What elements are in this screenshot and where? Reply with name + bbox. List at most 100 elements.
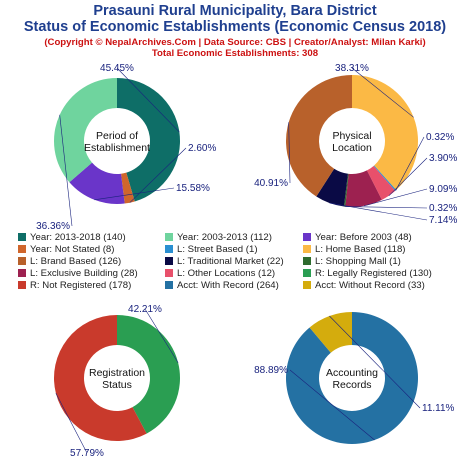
legend-item: L: Traditional Market (22) [165,256,284,268]
label-leader-line [144,308,179,363]
label-leader-line [329,315,421,409]
slice-percent-label: 15.58% [176,183,210,194]
legend-label: L: Shopping Mall (1) [315,256,401,267]
pie-slice [343,173,349,207]
pie-slice [54,78,117,183]
donut-center-label: Registration [89,367,145,379]
legend-item: R: Legally Registered (130) [303,268,432,280]
legend-swatch [165,269,173,277]
label-leader-line [289,369,375,441]
donut-center-label: Status [102,379,132,391]
legend-swatch [18,269,26,277]
legend-item: Acct: With Record (264) [165,280,279,292]
label-leader-line [288,122,291,184]
legend-swatch [18,257,26,265]
legend-label: Year: Before 2003 (48) [315,232,412,243]
label-leader-line [59,114,73,227]
pie-slice [316,168,348,207]
legend-label: L: Exclusive Building (28) [30,268,138,279]
legend-label: L: Home Based (118) [315,244,406,255]
legend-swatch [18,281,26,289]
legend-label: L: Other Locations (12) [177,268,276,279]
legend-item: L: Home Based (118) [303,244,405,256]
pie-slice [286,312,418,445]
label-leader-line [55,393,88,454]
chart-subtitle: Status of Economic Establishments (Econo… [23,19,447,35]
slice-percent-label: 42.21% [128,304,162,315]
slice-percent-label: 40.91% [254,178,288,189]
legend-label: L: Brand Based (126) [30,256,122,267]
pie-slice [69,162,125,205]
label-leader-line [94,187,175,201]
legend-item: L: Exclusive Building (28) [18,268,138,280]
slice-percent-label: 3.90% [429,153,457,164]
legend-swatch [303,233,311,241]
legend-swatch [18,233,26,241]
slice-percent-label: 11.11% [422,403,455,414]
slice-percent-label: 45.45% [100,63,134,74]
pie-slice [53,315,147,442]
donut-center-label: Records [332,379,371,391]
pie-slice [373,165,397,191]
legend-label: R: Legally Registered (130) [315,268,432,279]
chart-title: Prasauni Rural Municipality, Bara Distri… [93,3,377,19]
pie-slice [121,172,135,204]
legend-item: Year: 2013-2018 (140) [18,232,126,244]
donut-center-label: Location [332,142,372,154]
donut-center-label: Physical [332,130,371,142]
total-line: Total Economic Establishments: 308 [151,48,319,59]
legend-label: Acct: Without Record (33) [315,280,425,291]
legend-swatch [303,257,311,265]
donut-center-label: Accounting [326,367,378,379]
pie-slice [117,78,181,202]
legend-item: R: Not Registered (178) [18,280,131,292]
legend-swatch [303,245,311,253]
slice-percent-label: 88.89% [254,365,288,376]
legend-item: L: Brand Based (126) [18,256,121,268]
label-leader-line [363,188,428,207]
slice-percent-label: 7.14% [429,215,457,226]
legend-item: Year: Before 2003 (48) [303,232,412,244]
label-leader-line [344,206,428,209]
label-leader-line [395,136,425,191]
pie-slice [366,165,396,200]
pie-slice [309,312,352,353]
pie-slice [117,315,180,434]
legend-label: L: Street Based (1) [177,244,258,255]
pie-slice [285,75,352,197]
legend-swatch [18,245,26,253]
legend-swatch [165,233,173,241]
label-leader-line [116,67,180,133]
legend-swatch [165,281,173,289]
label-leader-line [351,67,414,118]
legend-item: Year: Not Stated (8) [18,244,114,256]
legend-item: L: Other Locations (12) [165,268,275,280]
pie-slice [352,75,418,190]
legend-swatch [303,281,311,289]
donut-center-label: Establishment [84,142,150,154]
label-leader-line [329,202,428,221]
legend-label: R: Not Registered (178) [30,280,132,291]
legend-item: Acct: Without Record (33) [303,280,425,292]
legend-label: Year: 2013-2018 (140) [30,232,126,243]
slice-percent-label: 9.09% [429,184,457,195]
label-leader-line [129,147,187,203]
legend-item: L: Street Based (1) [165,244,258,256]
legend-swatch [303,269,311,277]
legend-item: L: Shopping Mall (1) [303,256,401,268]
pie-slice [345,170,382,207]
slice-percent-label: 0.32% [429,203,457,214]
slice-percent-label: 36.36% [36,221,70,232]
donut-center-label: Period of [96,130,138,142]
legend-swatch [165,257,173,265]
slice-percent-label: 57.79% [70,448,104,459]
label-leader-line [388,157,428,196]
legend-label: Year: Not Stated (8) [30,244,115,255]
legend-label: Acct: With Record (264) [177,280,279,291]
legend-item: Year: 2003-2013 (112) [165,232,272,244]
slice-percent-label: 2.60% [188,143,216,154]
legend-label: L: Traditional Market (22) [177,256,284,267]
legend-swatch [165,245,173,253]
slice-percent-label: 38.31% [335,63,369,74]
